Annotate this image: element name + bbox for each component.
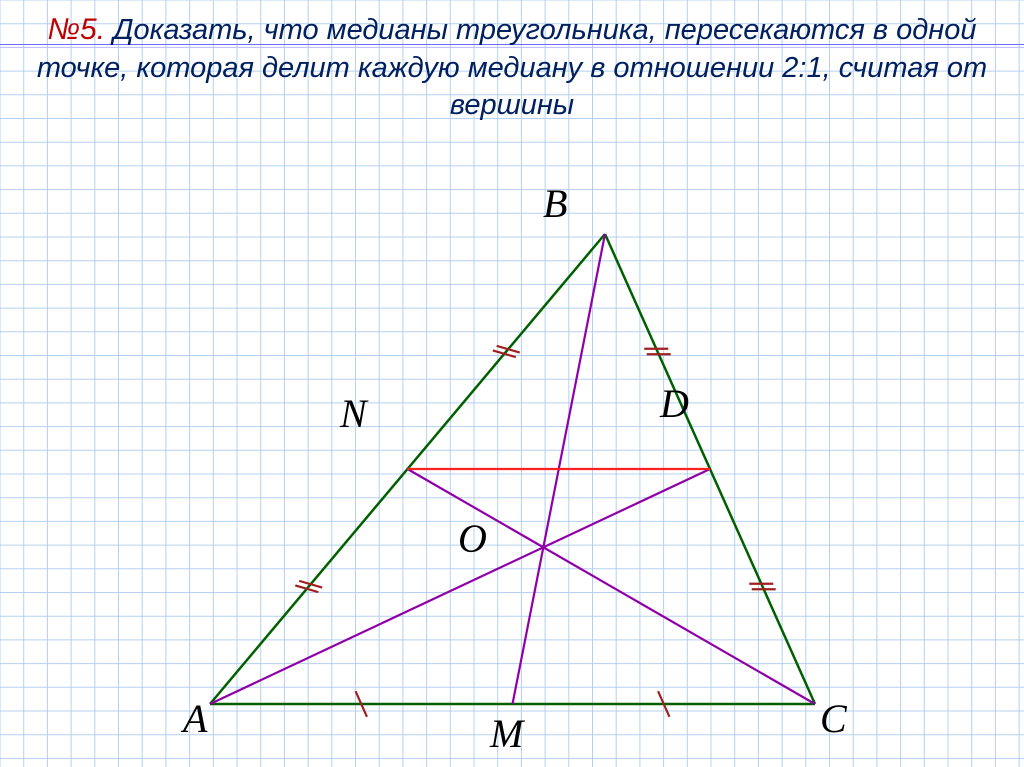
title-number: №5. [48, 13, 106, 46]
label-d: D [660, 380, 689, 427]
label-n: N [340, 390, 367, 437]
label-o: O [458, 515, 487, 562]
label-c: C [820, 695, 847, 742]
median-ad [210, 469, 710, 704]
title-text: Доказать, что медианы треугольника, пере… [37, 14, 987, 121]
label-m: M [490, 710, 523, 757]
median-cn [408, 469, 816, 704]
label-b: B [543, 180, 567, 227]
problem-title: №5. Доказать, что медианы треугольника, … [0, 10, 1024, 125]
label-a: A [183, 695, 207, 742]
